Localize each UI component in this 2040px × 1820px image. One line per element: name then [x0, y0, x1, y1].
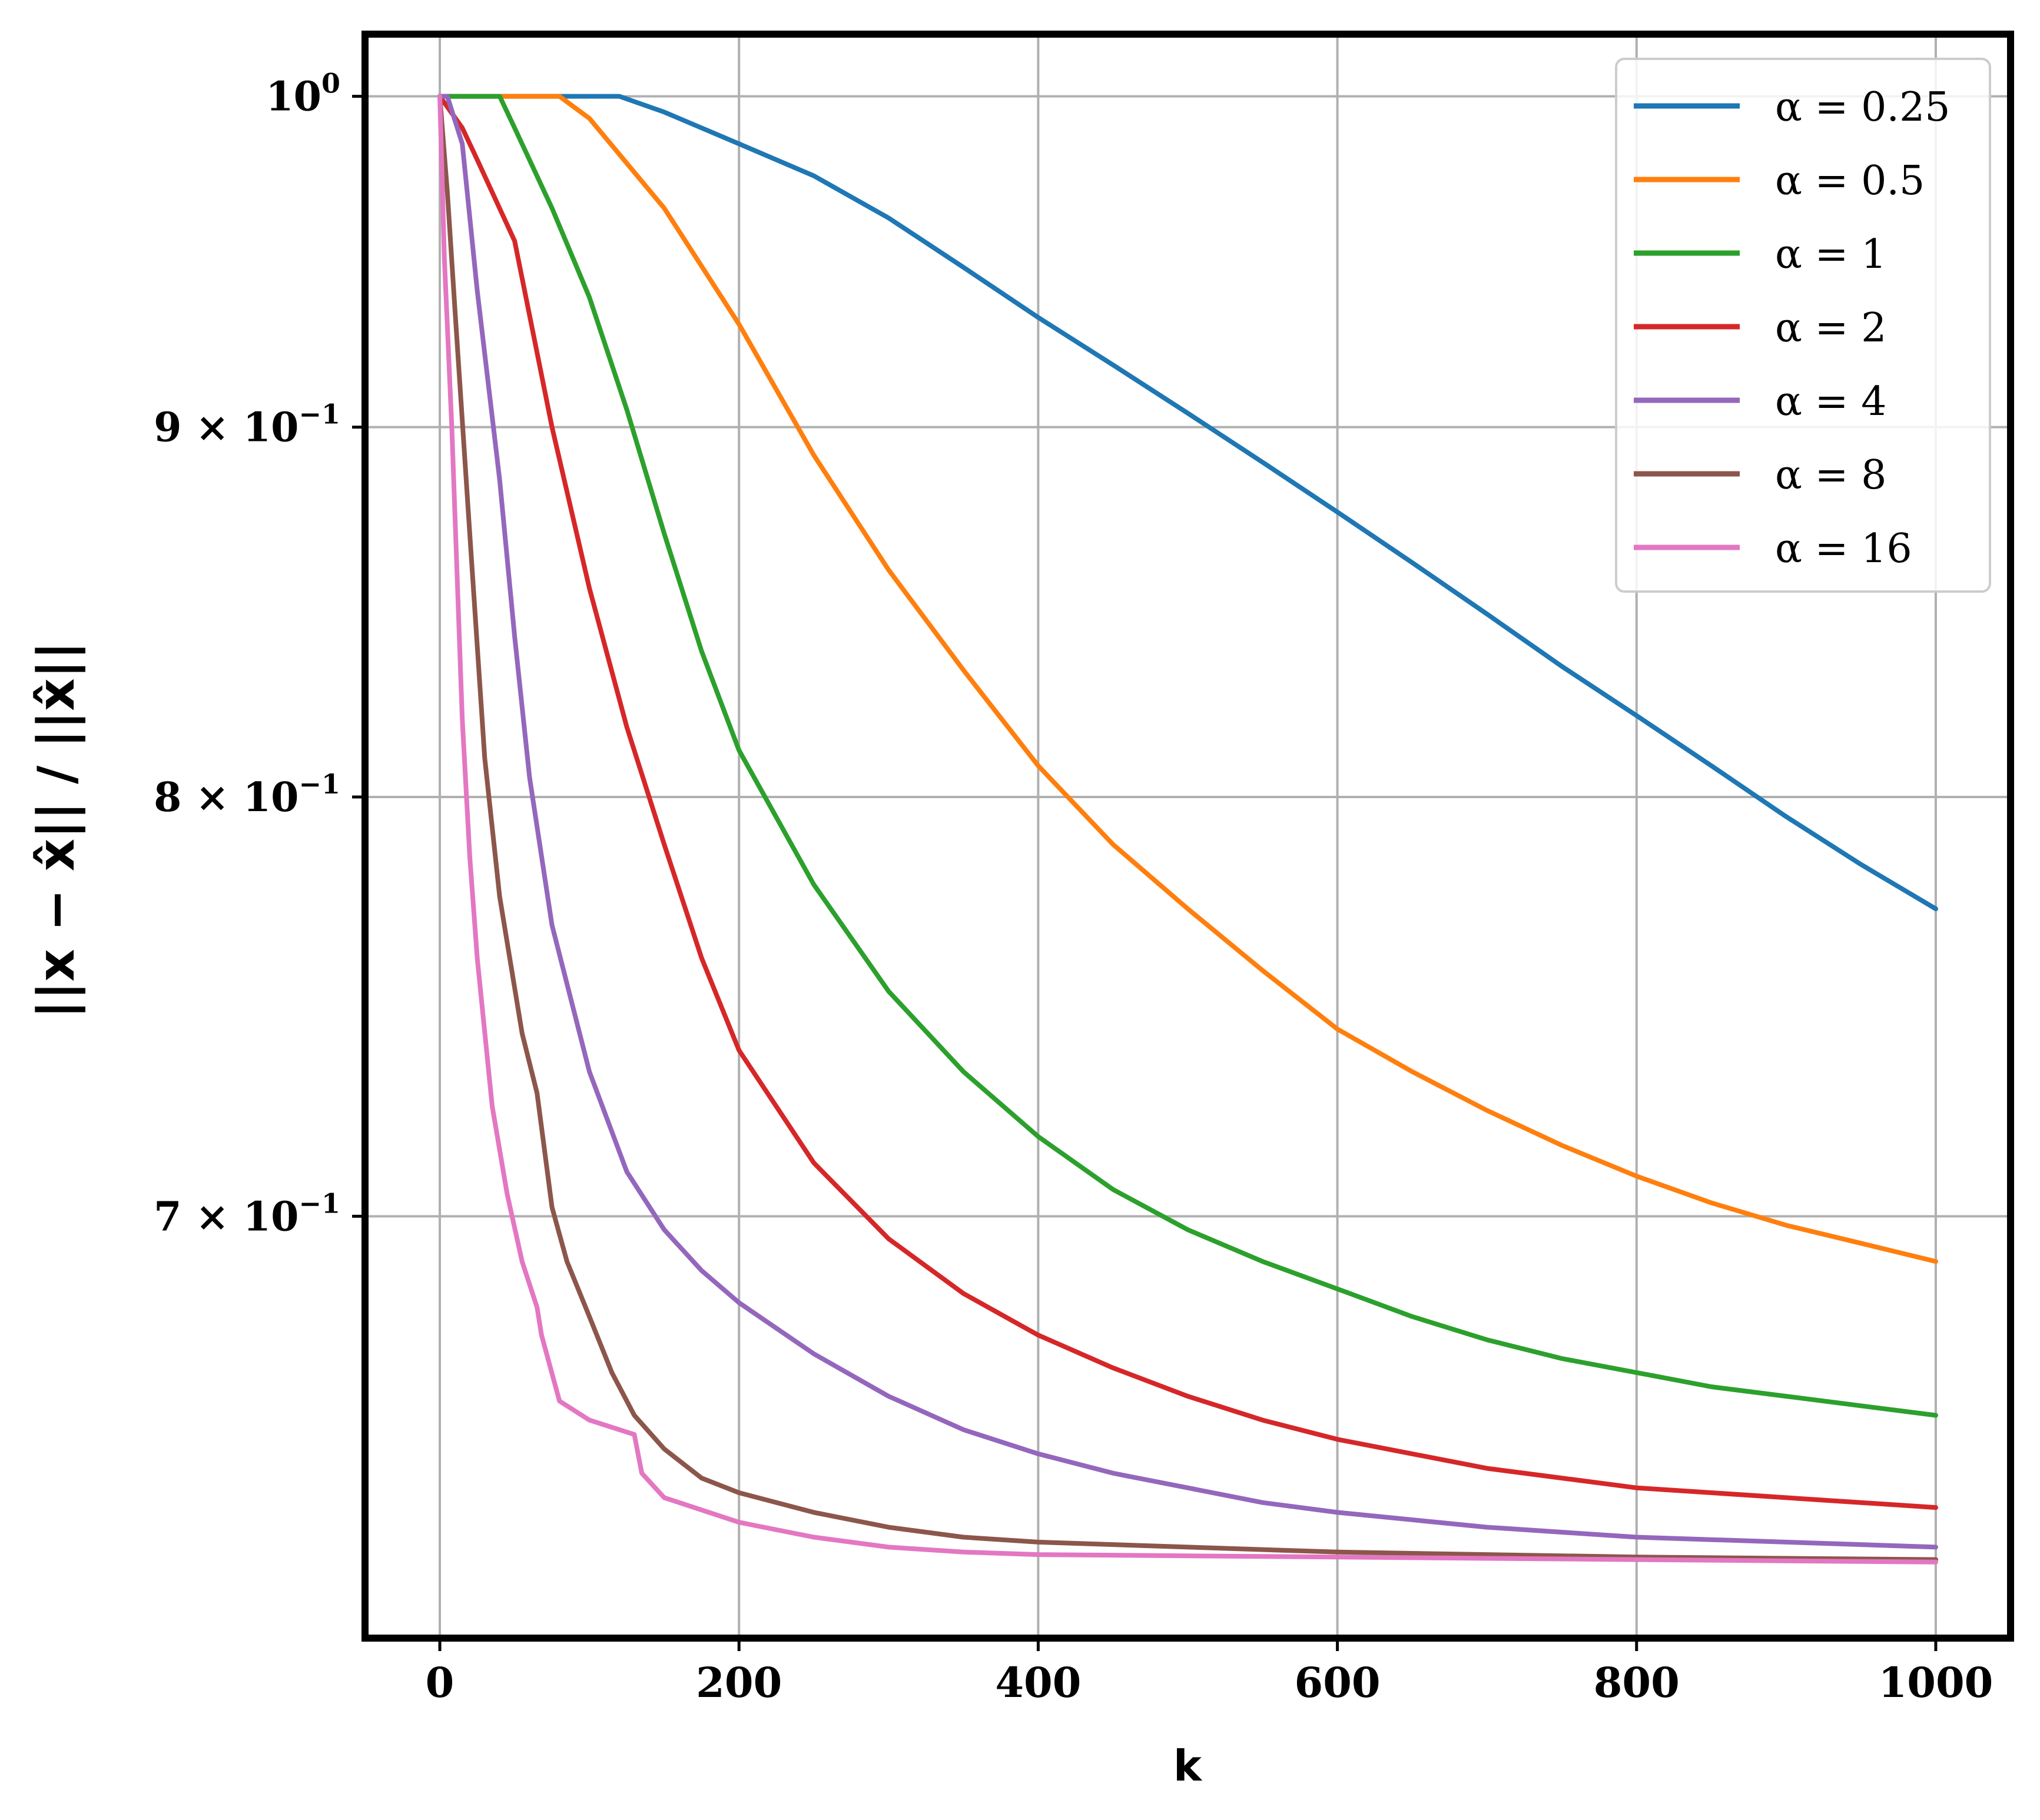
x-tick-label: 1000 [1879, 1658, 1993, 1707]
legend-box [1615, 58, 1991, 593]
x-axis-ticks: 0 200 400 600 800 1000 [426, 1642, 1993, 1707]
series-line-6 [437, 94, 1938, 1562]
legend-label: α = 16 [1775, 526, 1912, 572]
y-tick-label: 100 [266, 68, 340, 121]
y-tick-label: 9 × 10−1 [154, 398, 340, 451]
x-tick-label: 600 [1295, 1658, 1381, 1707]
x-tick-label: 200 [696, 1658, 782, 1707]
plot-area [437, 94, 1938, 1565]
legend-label: α = 1 [1775, 231, 1886, 278]
legend-label: α = 0.5 [1775, 158, 1925, 204]
plot-frame [361, 31, 2014, 1642]
x-tick-label: 0 [426, 1658, 455, 1707]
legend-label: α = 8 [1775, 452, 1886, 499]
x-tick-label: 800 [1594, 1658, 1680, 1707]
legend-label: α = 0.25 [1775, 84, 1951, 131]
y-tick-label: 7 × 10−1 [154, 1187, 340, 1240]
series-line-3 [437, 94, 1938, 1418]
series-line-7 [437, 94, 1938, 1565]
legend-label: α = 2 [1775, 305, 1886, 351]
legend-label: α = 4 [1775, 378, 1886, 425]
series-line-4 [437, 94, 1938, 1510]
x-axis-label: k [1173, 1741, 1203, 1791]
y-axis-ticks: 100 9 × 10−1 8 × 10−1 7 × 10−1 [154, 68, 361, 1240]
series-line-2 [437, 94, 1938, 1264]
x-tick-label: 400 [995, 1658, 1081, 1707]
series-line-1 [437, 94, 1938, 911]
series-line-5 [437, 94, 1938, 1550]
y-axis-label: ||x − x̂|| / ||x̂|| [27, 642, 86, 1019]
y-tick-label: 8 × 10−1 [154, 768, 340, 821]
legend: α = 0.25 α = 0.5 α = 1 α = 2 α = 4 α = 8 α = 1… [1615, 58, 1991, 593]
